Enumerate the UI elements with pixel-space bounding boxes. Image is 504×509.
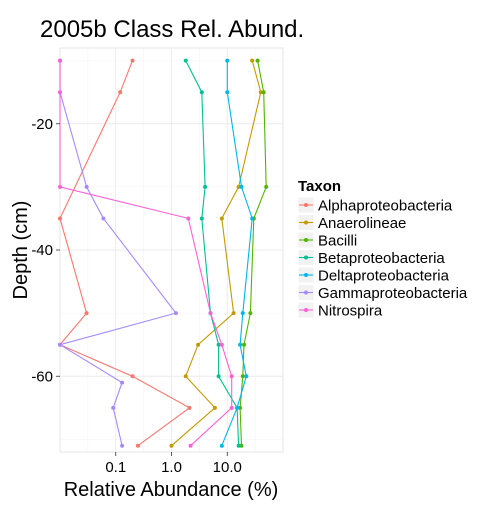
data-point-deltaproteobacteria (244, 374, 248, 378)
data-point-deltaproteobacteria (241, 311, 245, 315)
data-point-nitrospira (58, 90, 62, 94)
data-point-deltaproteobacteria (239, 185, 243, 189)
legend-label-alphaproteobacteria: Alphaproteobacteria (318, 198, 453, 215)
data-point-deltaproteobacteria (250, 216, 254, 220)
y-tick-label: -20 (31, 116, 53, 133)
legend-marker-bacilli (304, 238, 308, 242)
data-point-betaproteobacteria (184, 59, 188, 63)
data-point-nitrospira (189, 444, 193, 448)
legend-label-bacilli: Bacilli (318, 233, 357, 250)
data-point-bacilli (242, 343, 246, 347)
legend-marker-gammaproteobacteria (304, 291, 308, 295)
data-point-deltaproteobacteria (220, 444, 224, 448)
x-axis-ticks: 0.1 1.0 10.0 (105, 452, 242, 476)
y-axis-label: Depth (cm) (10, 201, 32, 300)
data-point-bacilli (256, 59, 260, 63)
data-point-bacilli (241, 374, 245, 378)
y-tick-label: -40 (31, 242, 53, 259)
legend: Taxon AlphaproteobacteriaAnaerolineaeBac… (298, 178, 468, 320)
legend-marker-deltaproteobacteria (304, 273, 308, 277)
data-point-nitrospira (208, 311, 212, 315)
data-point-nitrospira (230, 406, 234, 410)
data-point-deltaproteobacteria (225, 59, 229, 63)
data-point-gammaproteobacteria (111, 406, 115, 410)
data-point-gammaproteobacteria (85, 185, 89, 189)
y-axis-ticks: -20 -40 -60 (31, 116, 60, 386)
data-point-anaerolineae (250, 59, 254, 63)
data-point-alphaproteobacteria (131, 374, 135, 378)
data-point-betaproteobacteria (200, 216, 204, 220)
legend-marker-anaerolineae (304, 221, 308, 225)
data-point-nitrospira (220, 343, 224, 347)
data-point-betaproteobacteria (200, 90, 204, 94)
legend-marker-nitrospira (304, 308, 308, 312)
data-point-alphaproteobacteria (187, 406, 191, 410)
x-tick-label: 10.0 (213, 459, 242, 476)
y-tick-label: -60 (31, 368, 53, 385)
data-point-alphaproteobacteria (131, 59, 135, 63)
data-point-alphaproteobacteria (58, 216, 62, 220)
x-tick-label: 1.0 (161, 459, 182, 476)
legend-label-deltaproteobacteria: Deltaproteobacteria (318, 268, 450, 285)
data-point-gammaproteobacteria (120, 444, 124, 448)
data-point-bacilli (264, 185, 268, 189)
legend-marker-alphaproteobacteria (304, 203, 308, 207)
legend-marker-betaproteobacteria (304, 256, 308, 260)
data-point-nitrospira (58, 185, 62, 189)
data-point-bacilli (248, 311, 252, 315)
data-point-anaerolineae (170, 444, 174, 448)
data-point-gammaproteobacteria (120, 381, 124, 385)
data-point-anaerolineae (196, 343, 200, 347)
data-point-alphaproteobacteria (136, 444, 140, 448)
x-tick-label: 0.1 (105, 459, 126, 476)
data-point-anaerolineae (220, 216, 224, 220)
legend-label-anaerolineae: Anaerolineae (318, 215, 406, 232)
legend-label-betaproteobacteria: Betaproteobacteria (318, 250, 445, 267)
data-point-betaproteobacteria (203, 185, 207, 189)
legend-items: AlphaproteobacteriaAnaerolineaeBacilliBe… (298, 197, 468, 320)
data-point-nitrospira (186, 216, 190, 220)
data-point-nitrospira (230, 374, 234, 378)
data-point-anaerolineae (184, 374, 188, 378)
data-point-deltaproteobacteria (225, 90, 229, 94)
data-point-deltaproteobacteria (238, 343, 242, 347)
x-axis-label: Relative Abundance (%) (64, 479, 279, 501)
data-point-betaproteobacteria (217, 374, 221, 378)
data-point-bacilli (262, 90, 266, 94)
data-point-alphaproteobacteria (85, 311, 89, 315)
data-point-nitrospira (58, 59, 62, 63)
legend-label-nitrospira: Nitrospira (318, 303, 383, 320)
data-point-gammaproteobacteria (174, 311, 178, 315)
data-point-anaerolineae (213, 406, 217, 410)
data-point-gammaproteobacteria (58, 343, 62, 347)
data-point-anaerolineae (232, 311, 236, 315)
chart-title: 2005b Class Rel. Abund. (40, 16, 304, 43)
data-point-deltaproteobacteria (235, 406, 239, 410)
data-point-gammaproteobacteria (101, 216, 105, 220)
data-point-betaproteobacteria (237, 444, 241, 448)
legend-label-gammaproteobacteria: Gammaproteobacteria (318, 285, 468, 302)
legend-title: Taxon (298, 178, 341, 195)
data-point-alphaproteobacteria (118, 90, 122, 94)
